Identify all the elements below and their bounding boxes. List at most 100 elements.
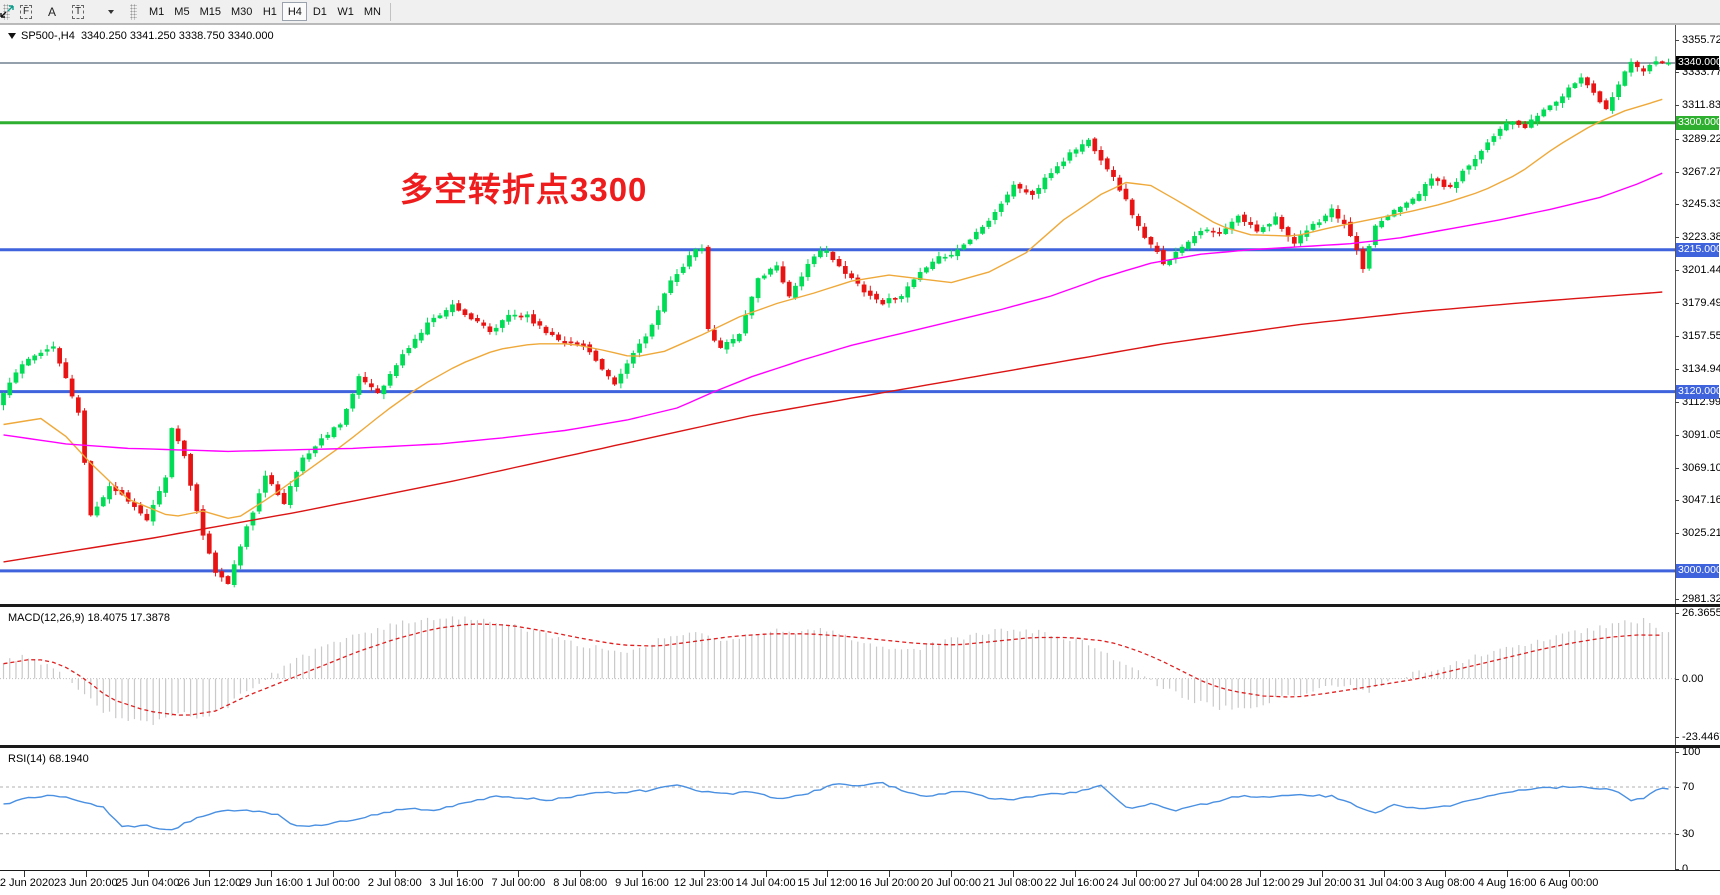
price-tick-label: 3355.720 [1682,34,1720,46]
timeframe-button-m15[interactable]: M15 [195,2,226,21]
rsi-chart[interactable] [0,748,1720,870]
time-tick-mark [1507,871,1509,877]
toolbar: F A T M1 M5 M15 M30 H1 H4 D1 W1 MN [0,0,1720,24]
time-tick-mark [1012,871,1014,877]
dropdown-caret-icon [107,9,114,14]
macd-signal-line [3,623,1663,716]
time-tick-label: 4 Aug 16:00 [1477,877,1537,889]
arrow-tool-icon: A [47,4,56,19]
price-tick-mark [1675,303,1679,304]
pointer-tool-button[interactable]: F [14,2,38,22]
collapse-triangle-icon[interactable] [8,33,16,39]
time-tick-mark [333,871,334,877]
timeframe-button-m5[interactable]: M5 [169,2,194,21]
timeframe-button-m30[interactable]: M30 [226,2,257,21]
time-tick-label: 15 Jul 12:00 [797,877,858,889]
timeframe-button-w1[interactable]: W1 [332,2,359,21]
toolbar-grip[interactable] [3,3,10,20]
ma-fast [3,98,1663,520]
time-tick-label: 16 Jul 20:00 [859,877,920,889]
price-tick-mark [1675,369,1679,370]
indicator-tick-label: 0 [1682,863,1689,875]
price-tag-3300.000: 3300.000 [1676,116,1720,130]
time-tick-label: 29 Jul 20:00 [1291,877,1352,889]
chart-header[interactable]: SP500-,H4 3340.250 3341.250 3338.750 334… [8,30,274,42]
rsi-line [3,781,1669,831]
pointer-tool-icon: F [19,4,33,19]
time-tick-label: 1 Jul 00:00 [306,877,360,889]
time-tick-mark [456,871,458,877]
indicator-tick-label: 70 [1682,781,1695,793]
ma-slow [3,291,1663,563]
price-tick-label: 3201.440 [1682,264,1720,276]
time-tick-mark [147,871,149,877]
time-tick-label: 12 Jul 23:00 [673,877,734,889]
arrows-dropdown-button[interactable] [0,2,126,22]
time-tick-mark [703,871,705,877]
time-tick-label: 28 Jul 12:00 [1230,877,1290,889]
price-tick-mark [1675,468,1679,469]
time-tick-mark [580,871,582,877]
indicator-tick-label: 26.3655 [1682,607,1720,619]
timeframe-button-d1[interactable]: D1 [307,2,332,21]
time-tick-label: 8 Jul 08:00 [553,877,608,889]
time-tick-label: 22 Jun 2020 [0,877,55,889]
price-tag-3340.000: 3340.000 [1676,56,1720,70]
time-tick-label: 3 Jul 16:00 [429,877,484,889]
price-tick-label: 3047.160 [1682,494,1720,506]
timeframe-button-h1[interactable]: H1 [257,2,282,21]
price-tag-3215.000: 3215.000 [1676,243,1720,257]
time-tick-label: 21 Jul 08:00 [982,877,1043,889]
symbol-period-label: SP500-,H4 [21,30,75,42]
time-tick-mark [1569,871,1570,877]
time-tick-label: 7 Jul 00:00 [491,877,546,889]
indicator-tick-label: 0.00 [1682,673,1704,685]
time-tick-label: 14 Jul 04:00 [735,877,796,889]
time-tick-mark [642,871,643,877]
macd-chart[interactable] [0,607,1720,745]
time-tick-mark [518,871,520,877]
time-tick-mark [209,871,211,877]
price-tag-3120.000: 3120.000 [1676,385,1720,399]
time-tick-mark [765,871,767,877]
price-tick-mark [1675,204,1679,205]
panel-separator-rsi[interactable] [0,745,1720,748]
time-tick-mark [1445,871,1447,877]
time-tick-label: 24 Jul 00:00 [1106,877,1167,889]
price-tick-mark [1675,105,1679,106]
price-tick-label: 3289.220 [1682,133,1720,145]
main-chart[interactable] [0,24,1720,604]
price-tick-mark [1675,72,1679,73]
indicator-tick-label: 100 [1682,746,1701,758]
text-tool-button[interactable]: T [66,2,90,22]
price-tag-3000.000: 3000.000 [1676,564,1720,578]
indicator-tick-mark [1675,834,1679,835]
time-tick-mark [827,871,829,877]
price-tick-label: 3112.995 [1682,396,1720,408]
panel-separator-macd[interactable] [0,604,1720,607]
price-tick-mark [1675,402,1679,403]
time-tick-mark [1074,871,1076,877]
arrows-tool-icon [0,5,14,18]
time-tick-mark [889,871,891,877]
price-tick-mark [1675,533,1679,534]
price-tick-label: 3025.215 [1682,527,1720,539]
arrow-tool-button[interactable]: A [40,2,64,22]
price-tick-mark [1675,500,1679,501]
toolbar-grip-2[interactable] [130,3,137,20]
time-tick-mark [1260,871,1261,877]
time-tick-label: 6 Aug 00:00 [1539,877,1599,889]
price-tick-label: 3311.830 [1682,99,1720,111]
rsi-label: RSI(14) 68.1940 [8,753,89,765]
timeframe-button-h4[interactable]: H4 [282,2,308,21]
price-tick-label: 3091.050 [1682,429,1720,441]
indicator-tick-label: -23.4467 [1682,731,1720,743]
indicator-tick-label: 30 [1682,828,1695,840]
timeframe-button-m1[interactable]: M1 [144,2,169,21]
timeframe-button-mn[interactable]: MN [359,2,386,21]
price-tick-mark [1675,40,1679,41]
time-tick-label: 9 Jul 16:00 [615,877,669,889]
annotation-text[interactable]: 多空转折点3300 [400,171,648,208]
